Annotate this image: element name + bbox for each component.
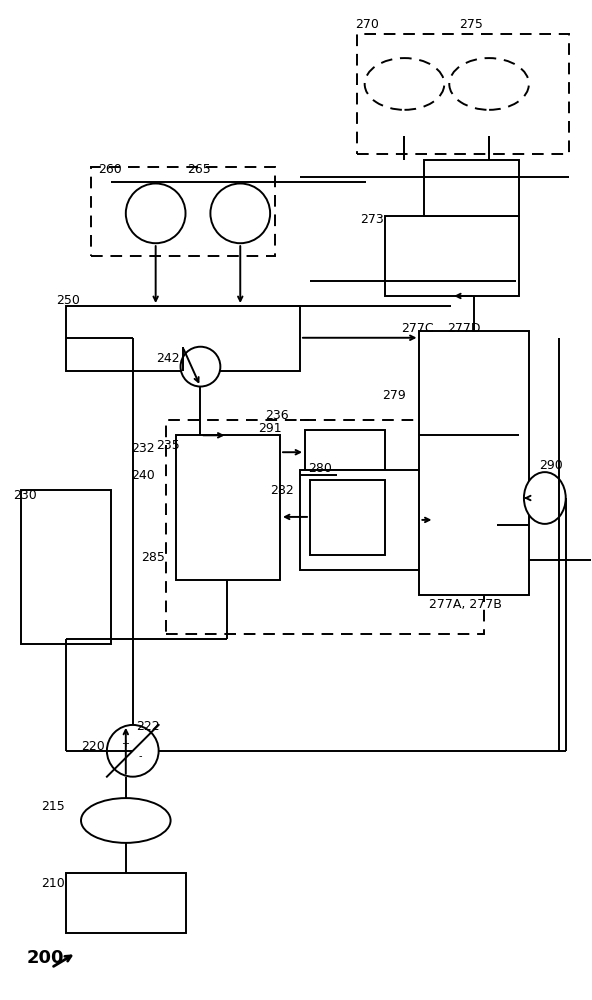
Circle shape [181, 347, 220, 387]
Circle shape [107, 725, 159, 777]
Text: -: - [139, 751, 143, 761]
Bar [385, 216, 519, 296]
Text: 220: 220 [81, 740, 105, 753]
Text: 250: 250 [56, 294, 80, 307]
Circle shape [126, 183, 185, 243]
Text: 210: 210 [41, 877, 65, 890]
Text: 280: 280 [308, 462, 332, 475]
Bar [176, 435, 280, 580]
Text: 285: 285 [141, 551, 165, 564]
Text: 215: 215 [41, 800, 65, 813]
Bar [91, 167, 275, 256]
Text: 222: 222 [136, 720, 159, 733]
Bar [66, 873, 185, 933]
Text: 277A, 277B: 277A, 277B [429, 598, 502, 611]
Text: 270: 270 [355, 18, 379, 31]
Text: 277C: 277C [401, 322, 434, 335]
Text: 265: 265 [188, 163, 211, 176]
Bar [66, 306, 300, 371]
Text: +: + [121, 739, 129, 749]
Bar [300, 470, 435, 570]
Text: 291: 291 [258, 422, 282, 435]
Text: 235: 235 [156, 439, 179, 452]
Bar [166, 420, 484, 634]
Ellipse shape [524, 472, 566, 524]
Text: 260: 260 [98, 163, 122, 176]
Circle shape [210, 183, 270, 243]
Bar [305, 430, 385, 470]
Bar [419, 331, 529, 595]
Text: 240: 240 [131, 469, 155, 482]
Bar [310, 480, 385, 555]
Text: 236: 236 [265, 409, 289, 422]
Text: 232: 232 [131, 442, 155, 455]
Text: 230: 230 [14, 489, 37, 502]
Text: 273: 273 [360, 213, 384, 226]
Bar [21, 490, 111, 644]
Ellipse shape [81, 798, 170, 843]
Bar [424, 160, 519, 216]
Text: 200: 200 [26, 949, 64, 967]
Text: 282: 282 [270, 484, 294, 497]
Text: 277D: 277D [448, 322, 481, 335]
Text: 279: 279 [382, 389, 406, 402]
Text: 275: 275 [459, 18, 483, 31]
Text: 290: 290 [539, 459, 562, 472]
Bar [357, 34, 569, 154]
Text: 242: 242 [156, 352, 179, 365]
